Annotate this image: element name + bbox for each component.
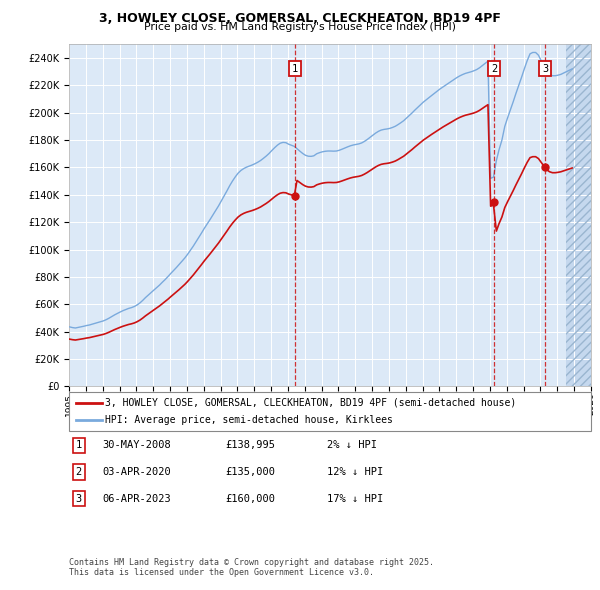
- Text: Contains HM Land Registry data © Crown copyright and database right 2025.
This d: Contains HM Land Registry data © Crown c…: [69, 558, 434, 577]
- Text: 1: 1: [292, 64, 298, 74]
- Text: 03-APR-2020: 03-APR-2020: [102, 467, 171, 477]
- Text: 3: 3: [542, 64, 548, 74]
- Text: 30-MAY-2008: 30-MAY-2008: [102, 441, 171, 450]
- Text: 2: 2: [491, 64, 497, 74]
- Text: 17% ↓ HPI: 17% ↓ HPI: [327, 494, 383, 503]
- Text: 12% ↓ HPI: 12% ↓ HPI: [327, 467, 383, 477]
- Text: 2% ↓ HPI: 2% ↓ HPI: [327, 441, 377, 450]
- Text: £160,000: £160,000: [225, 494, 275, 503]
- Text: 3: 3: [76, 494, 82, 503]
- Text: Price paid vs. HM Land Registry's House Price Index (HPI): Price paid vs. HM Land Registry's House …: [144, 22, 456, 32]
- Text: 2: 2: [76, 467, 82, 477]
- Text: 3, HOWLEY CLOSE, GOMERSAL, CLECKHEATON, BD19 4PF: 3, HOWLEY CLOSE, GOMERSAL, CLECKHEATON, …: [99, 12, 501, 25]
- Text: 1: 1: [76, 441, 82, 450]
- Bar: [566, 44, 599, 386]
- Text: £138,995: £138,995: [225, 441, 275, 450]
- Text: £135,000: £135,000: [225, 467, 275, 477]
- Text: HPI: Average price, semi-detached house, Kirklees: HPI: Average price, semi-detached house,…: [105, 415, 393, 425]
- Text: 3, HOWLEY CLOSE, GOMERSAL, CLECKHEATON, BD19 4PF (semi-detached house): 3, HOWLEY CLOSE, GOMERSAL, CLECKHEATON, …: [105, 398, 516, 408]
- Text: 06-APR-2023: 06-APR-2023: [102, 494, 171, 503]
- Bar: [566, 44, 599, 386]
